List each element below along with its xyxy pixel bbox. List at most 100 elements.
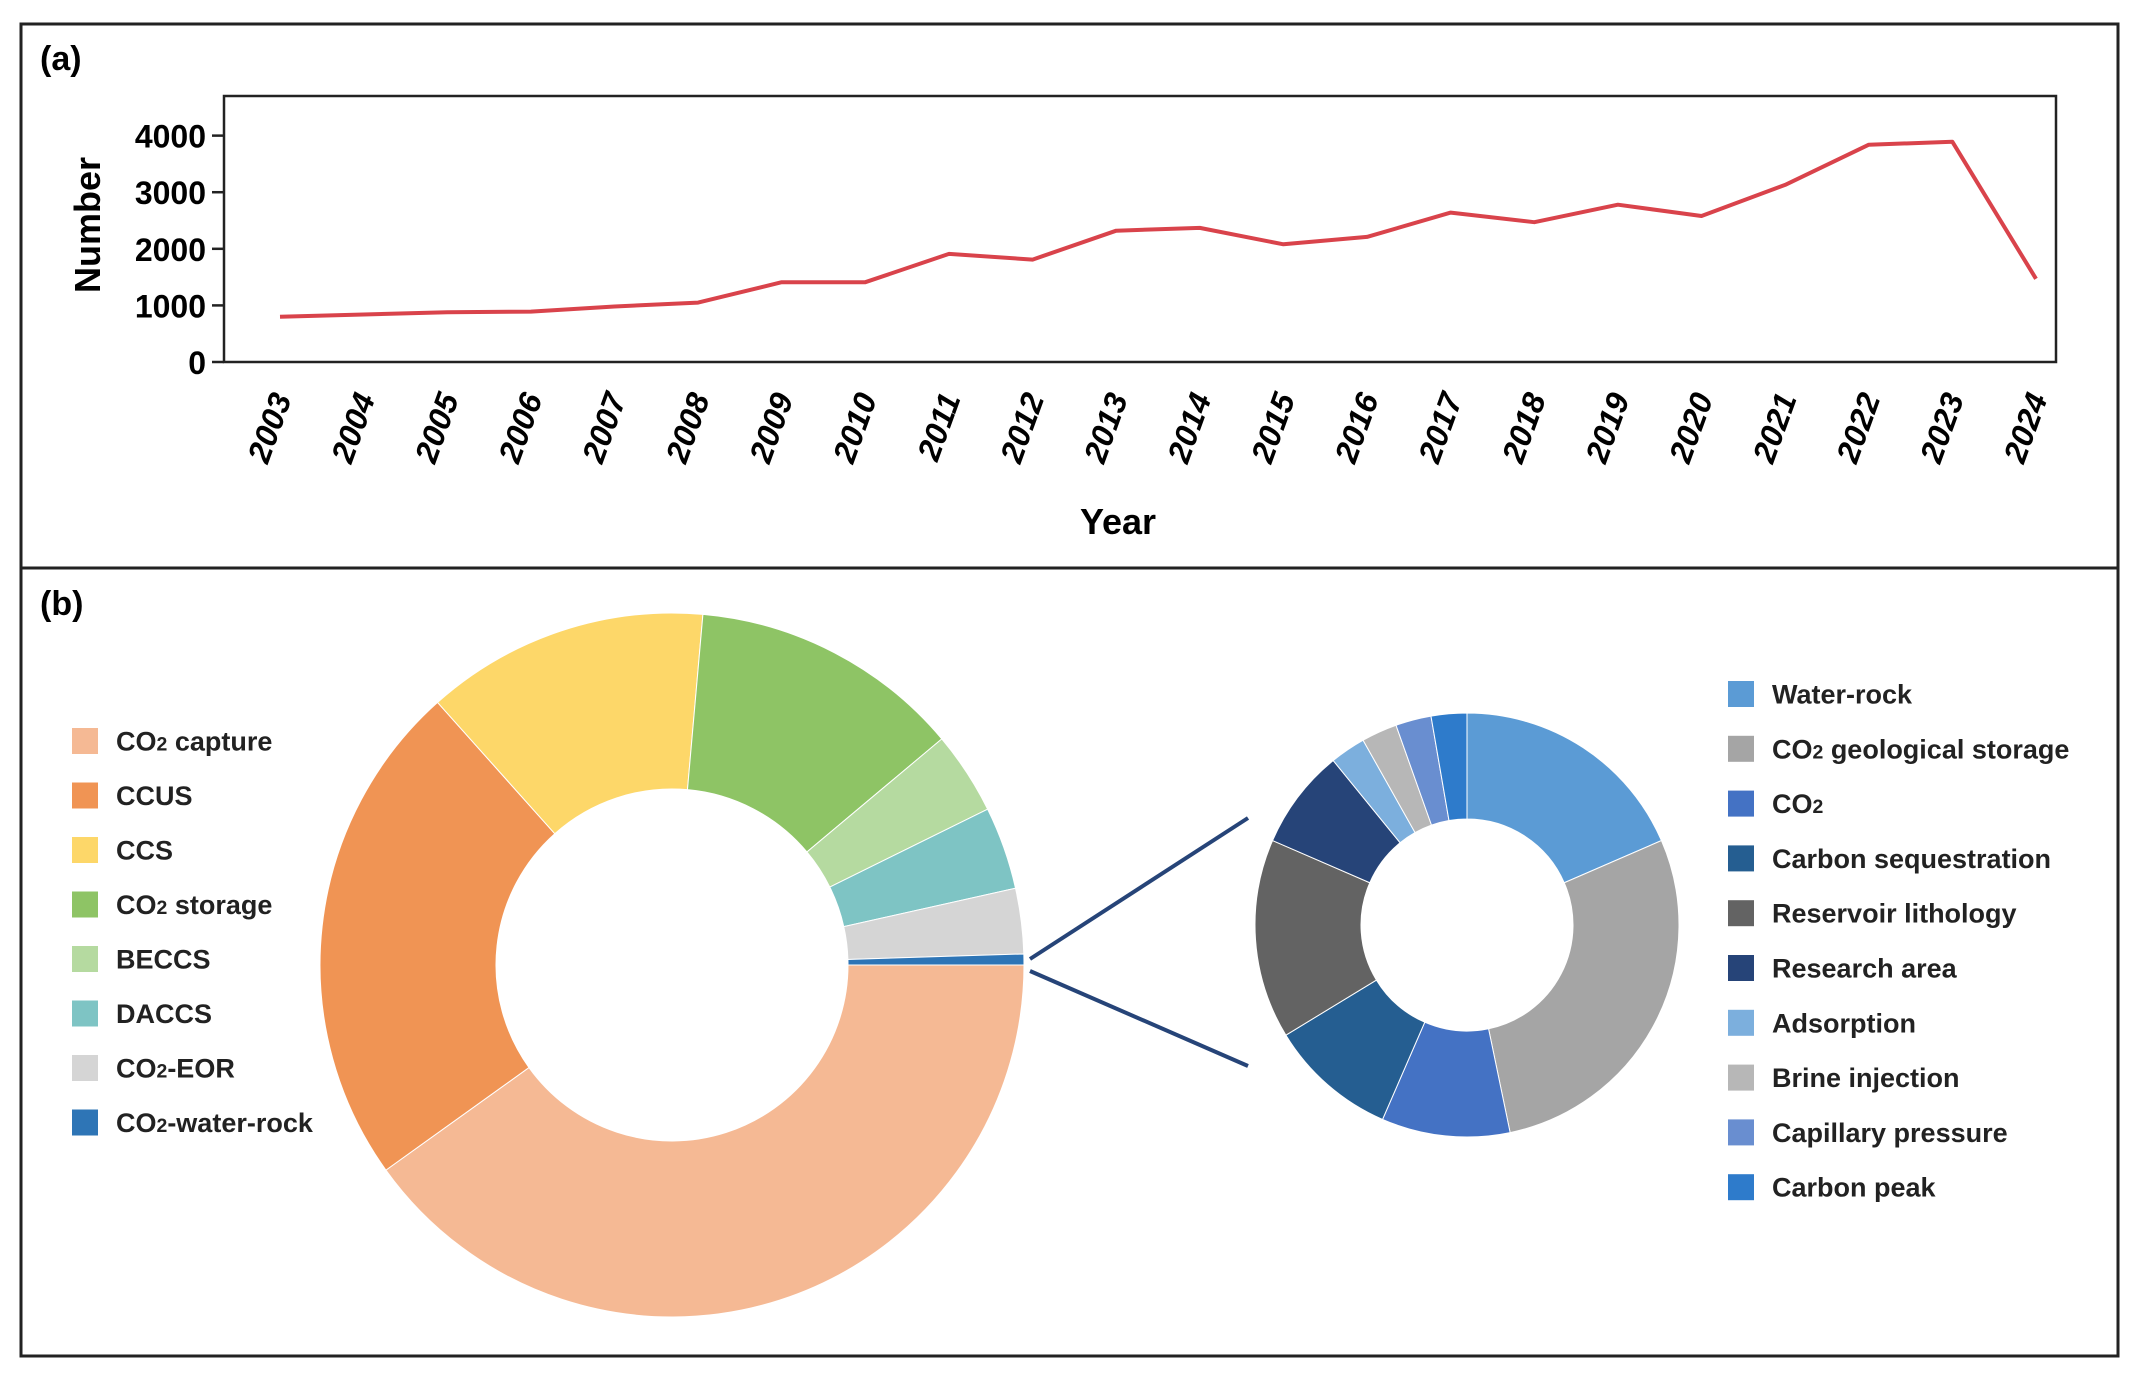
legend-label-main: BECCS [116, 944, 211, 974]
x-tick-label: 2015 [1243, 387, 1302, 468]
x-tick-label: 2004 [324, 388, 383, 468]
donut-slice [1487, 839, 1680, 1134]
legend-swatch [72, 1055, 98, 1081]
y-tick-label: 2000 [135, 232, 206, 268]
legend-label-main: Adsorption [1772, 1008, 1916, 1038]
legend-label-rest: geological storage [1823, 734, 2069, 764]
donut-slice [436, 612, 704, 835]
panel-b-label: (b) [40, 585, 83, 623]
donut-slice [1254, 839, 1378, 1036]
panel-a-label: (a) [40, 40, 82, 78]
legend-swatch [72, 891, 98, 918]
legend-label-main: CO [116, 726, 157, 756]
legend-label-main: CO [116, 890, 157, 920]
connector-line-lower [1029, 969, 1249, 1068]
legend-label: Reservoir lithology [1772, 899, 2017, 929]
legend-swatch [72, 1000, 98, 1027]
plot-area [222, 94, 2058, 364]
y-tick-label: 3000 [135, 175, 206, 211]
x-tick-label: 2007 [575, 386, 634, 468]
legend-label-subscript: 2 [157, 897, 168, 919]
legend-label: DACCS [116, 999, 212, 1029]
legend-label: CO2 storage [116, 890, 272, 920]
x-tick-label: 2020 [1662, 388, 1721, 468]
legend-label-main: Reservoir lithology [1772, 899, 2017, 929]
x-tick-label: 2022 [1829, 388, 1888, 468]
legend-swatch [72, 728, 98, 754]
donut-slice [1466, 712, 1663, 884]
panel-a-frame [19, 22, 2120, 570]
y-tick-label: 1000 [135, 288, 206, 324]
legend-label: CCUS [116, 781, 193, 811]
legend-swatch [1728, 955, 1754, 981]
legend-label-main: Capillary pressure [1772, 1118, 2008, 1148]
x-tick-label: 2017 [1411, 386, 1470, 468]
x-tick-label: 2006 [491, 388, 550, 468]
x-tick-label: 2021 [1745, 388, 1804, 468]
legend-label-subscript: 2 [157, 1115, 168, 1137]
legend-label: CCS [116, 835, 173, 865]
x-axis-label: Year [1080, 501, 1156, 542]
donut-slice [686, 613, 943, 853]
line-chart: 0 1000 2000 3000 4000 2003 2004 2005 2006 2007 20… [67, 94, 2058, 542]
legend-label-rest: -EOR [167, 1053, 235, 1083]
legend-label-subscript: 2 [157, 733, 168, 755]
legend-label-main: Carbon peak [1772, 1173, 1937, 1203]
x-tick-label: 2008 [658, 388, 717, 468]
legend-label: CO2-water-rock [116, 1108, 314, 1138]
legend-label-main: Research area [1772, 953, 1958, 983]
donut-main [319, 612, 1025, 1318]
legend-swatch [1728, 681, 1754, 707]
legend-swatch [1728, 1064, 1754, 1091]
legend-label-main: CO [1772, 734, 1813, 764]
legend-label-main: CO [1772, 789, 1813, 819]
connector-line-upper [1028, 816, 1250, 961]
donut-slice [385, 964, 1025, 1318]
legend-label-main: CO [116, 1108, 157, 1138]
legend-label: Carbon sequestration [1772, 844, 2051, 874]
legend-label-subscript: 2 [157, 1060, 168, 1082]
legend-label-subscript: 2 [1813, 741, 1824, 763]
legend-swatch [1728, 1174, 1754, 1201]
x-tick-label: 2023 [1912, 388, 1971, 468]
x-tick-label: 2011 [910, 388, 968, 466]
legend-label: CO2 geological storage [1772, 734, 2069, 764]
donut-detail [1254, 712, 1680, 1138]
x-tick-label: 2005 [407, 387, 466, 468]
x-tick-label: 2024 [1996, 388, 2055, 468]
legend-swatch [1728, 790, 1754, 817]
legend-label: CO2 capture [116, 726, 272, 756]
y-tick-label: 0 [188, 345, 206, 381]
legend-label: Adsorption [1772, 1008, 1916, 1038]
x-tick-label: 2016 [1327, 388, 1386, 468]
legend-label-main: Carbon sequestration [1772, 844, 2051, 874]
x-tick-label: 2013 [1076, 388, 1135, 468]
legend-swatch [1728, 900, 1754, 927]
legend-swatch [72, 946, 98, 972]
legend-label-subscript: 2 [1813, 796, 1824, 818]
legend-label: Capillary pressure [1772, 1118, 2008, 1148]
donut-slice [1430, 712, 1468, 822]
legend-label: Carbon peak [1772, 1173, 1937, 1203]
series-line [279, 139, 2038, 319]
legend-swatch [72, 782, 98, 809]
donut-slice [319, 701, 556, 1171]
legend-label: BECCS [116, 944, 211, 974]
legend-label-rest: -water-rock [167, 1108, 314, 1138]
x-tick-label: 2010 [825, 388, 884, 468]
y-axis: 0 1000 2000 3000 4000 [135, 119, 224, 381]
legend-label: Research area [1772, 953, 1958, 983]
y-tick-label: 4000 [135, 119, 206, 155]
donut-slice [847, 953, 1025, 966]
x-tick-label: 2012 [993, 388, 1052, 468]
legend-swatch [1728, 1009, 1754, 1036]
legend-label-main: CCS [116, 835, 173, 865]
legend-label: CO2-EOR [116, 1053, 235, 1083]
x-tick-label: 2018 [1494, 388, 1553, 468]
x-tick-label: 2003 [240, 388, 299, 468]
legend-label-rest: storage [167, 890, 272, 920]
legend-swatch [72, 1109, 98, 1136]
